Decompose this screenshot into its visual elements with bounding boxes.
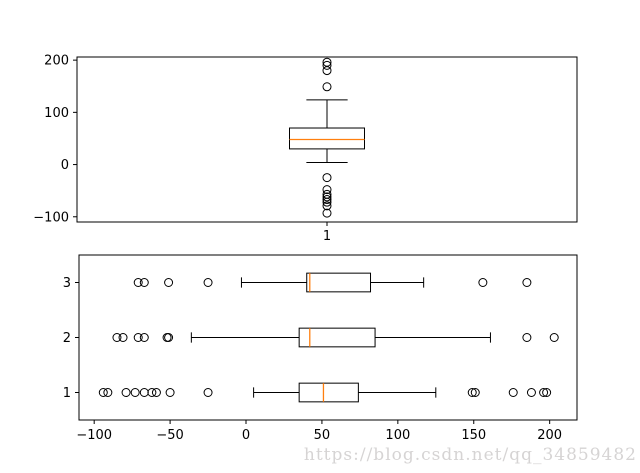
- outlier-point: [151, 388, 161, 397]
- x-tick-label: −50: [156, 428, 183, 443]
- y-tick-label: 100: [44, 106, 69, 121]
- x-tick-label: 200: [537, 428, 562, 443]
- outlier-point: [103, 388, 113, 397]
- outlier-point: [322, 82, 332, 92]
- box: [289, 127, 365, 150]
- outlier-point: [130, 388, 140, 397]
- outlier-point: [203, 278, 213, 287]
- outlier-point: [542, 388, 552, 397]
- outlier-point: [98, 388, 108, 397]
- outlier-point: [322, 57, 332, 67]
- outlier-point: [203, 388, 213, 397]
- outlier-point: [526, 388, 536, 397]
- y-tick-label: −100: [33, 210, 69, 225]
- outlier-point: [322, 185, 332, 195]
- x-tick-label: 100: [385, 428, 410, 443]
- outlier-point: [322, 201, 332, 211]
- outlier-point: [322, 189, 332, 199]
- outlier-point: [539, 388, 549, 397]
- outlier-point: [322, 60, 332, 70]
- outlier-point: [322, 195, 332, 205]
- x-tick-label: 50: [314, 428, 331, 443]
- outlier-point: [112, 333, 122, 342]
- outlier-point: [121, 388, 131, 397]
- x-tick-label: 150: [461, 428, 486, 443]
- outlier-point: [164, 278, 174, 287]
- y-tick-label: 1: [63, 386, 71, 401]
- outlier-point: [139, 388, 149, 397]
- outlier-point: [478, 278, 488, 287]
- outlier-point: [165, 388, 175, 397]
- box: [306, 272, 372, 293]
- csdn-watermark: https://blog.csdn.net/qq_34859482: [303, 445, 637, 465]
- box: [298, 382, 359, 403]
- x-tick-label: 0: [242, 428, 250, 443]
- outlier-point: [133, 278, 143, 287]
- box: [298, 327, 376, 348]
- outlier-point: [322, 173, 332, 183]
- outlier-point: [467, 388, 477, 397]
- outlier-point: [470, 388, 480, 397]
- outlier-point: [133, 333, 143, 342]
- outlier-point: [508, 388, 518, 397]
- outlier-point: [322, 208, 332, 218]
- outlier-point: [522, 333, 532, 342]
- y-tick-label: 2: [63, 331, 71, 346]
- outlier-point: [118, 333, 128, 342]
- outlier-point: [139, 333, 149, 342]
- outlier-point: [147, 388, 157, 397]
- x-tick-label: −100: [76, 428, 112, 443]
- outlier-point: [164, 333, 174, 342]
- outlier-point: [322, 192, 332, 202]
- outlier-point: [549, 333, 559, 342]
- x-tick-label: 1: [323, 229, 331, 244]
- y-tick-label: 200: [44, 54, 69, 69]
- outlier-point: [522, 278, 532, 287]
- y-tick-label: 0: [61, 158, 69, 173]
- y-tick-label: 3: [63, 276, 71, 291]
- outlier-point: [139, 278, 149, 287]
